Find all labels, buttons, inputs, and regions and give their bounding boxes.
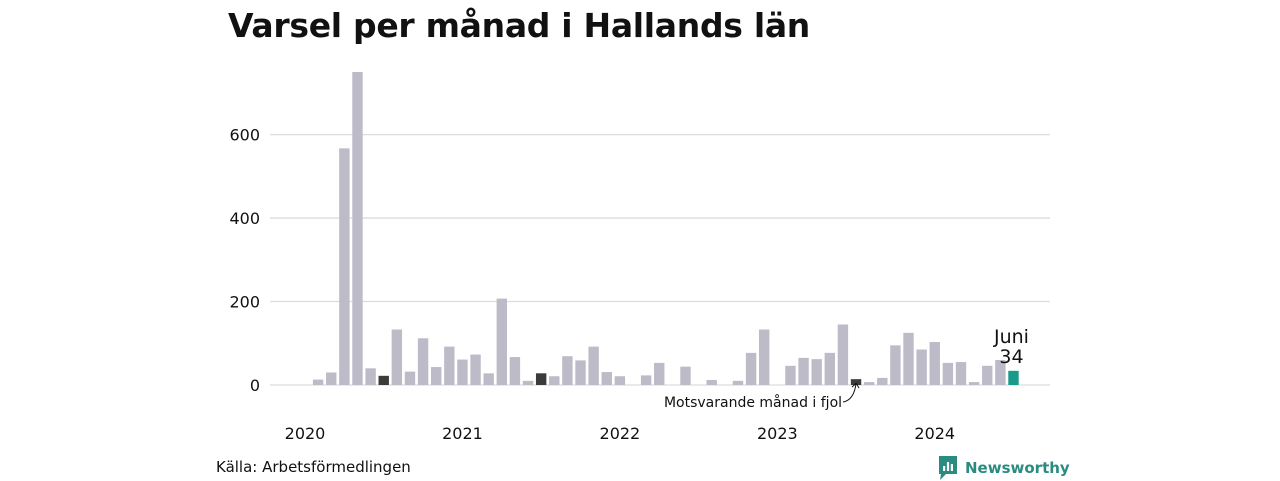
x-tick-label: 2024 [914,424,955,443]
bar [483,373,494,385]
bar [680,366,691,385]
bar [811,359,822,385]
current-month-label: Juni [993,326,1029,348]
bar [824,352,835,385]
bar [601,372,612,385]
annotation-text: Motsvarande månad i fjol [664,394,842,411]
brand-name: Newsworthy [965,459,1070,477]
bar [654,362,665,385]
annotation-arrow [842,383,857,403]
bar [798,357,809,385]
bar [457,359,468,385]
bar [509,357,521,385]
bar [732,380,744,385]
newsworthy-logo-icon [939,456,957,480]
bar [759,329,770,385]
bar [575,360,586,385]
y-tick-label: 400 [229,209,260,228]
bar [890,345,901,385]
bar [968,382,980,385]
bar [942,362,954,385]
y-axis-tick-labels: 0 200 400 600 [229,126,260,395]
chart-title: Varsel per månad i Hallands län [228,6,810,45]
bar [339,148,350,385]
bar [955,362,967,385]
bar [982,365,993,385]
bar [470,354,481,385]
bar [549,376,560,385]
bar [444,346,455,385]
bar [352,72,363,385]
bar [562,356,573,385]
bar [522,380,534,385]
current-value: 34 [999,346,1023,368]
current-value-label: Juni 34 [993,326,1029,368]
x-tick-label: 2020 [285,424,326,443]
bar [391,329,403,385]
bar [312,379,324,385]
bar [496,298,507,385]
y-tick-label: 600 [229,126,260,145]
bar [417,338,429,385]
bar [745,352,757,385]
x-axis-tick-labels: 2020 2021 2022 2023 2024 [285,424,955,443]
bar [614,376,626,385]
y-tick-label: 200 [229,293,260,312]
bar [1008,370,1019,385]
bar [535,373,547,385]
bar [588,346,599,385]
bars [312,72,1019,385]
bar [903,332,914,385]
bar [995,359,1006,385]
source-note: Källa: Arbetsförmedlingen [216,458,411,476]
x-tick-label: 2021 [442,424,483,443]
bar [640,375,652,385]
bar [404,371,416,385]
bar [706,379,717,385]
brand-logo: Newsworthy [937,455,1070,481]
bar [431,367,442,385]
bar [863,382,875,385]
bar [929,342,940,385]
bar [877,377,888,385]
bar [365,368,376,385]
y-tick-label: 0 [250,376,260,395]
annotation: Motsvarande månad i fjol [664,382,860,411]
bar [837,324,849,385]
bar [850,379,862,385]
bar [326,372,337,385]
annotation-arrowhead [851,382,860,389]
x-tick-label: 2022 [600,424,641,443]
x-tick-label: 2023 [757,424,798,443]
bar [378,375,389,385]
bar [916,349,927,385]
bar [785,365,796,385]
